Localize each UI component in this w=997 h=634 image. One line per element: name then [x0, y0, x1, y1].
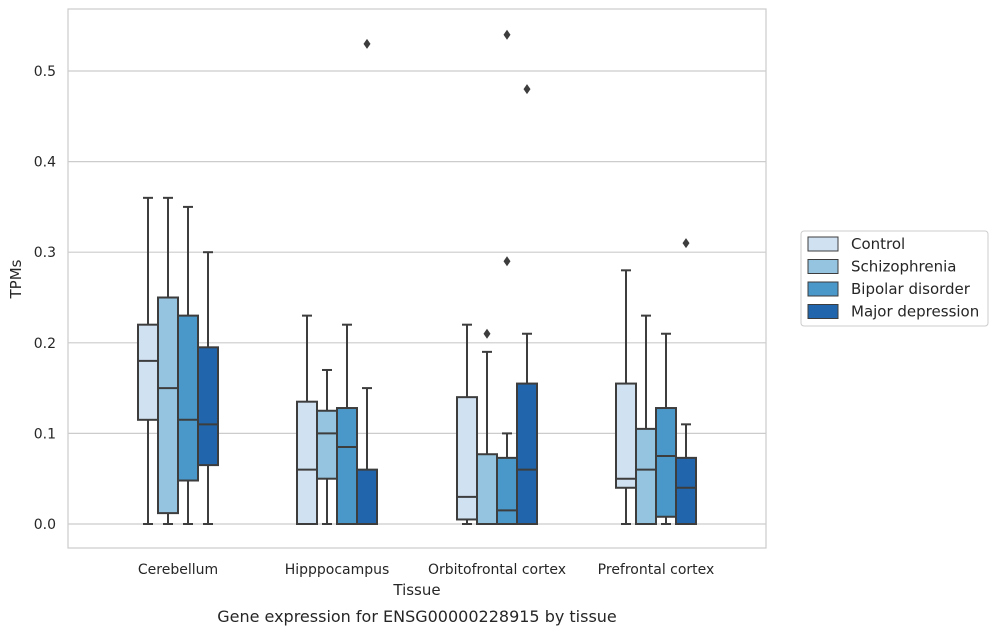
legend-label: Control: [851, 235, 905, 253]
x-axis-title: Tissue: [392, 581, 440, 599]
box-body: [356, 468, 378, 526]
legend-label: Bipolar disorder: [851, 280, 971, 298]
y-tick-label: 0.2: [34, 336, 56, 352]
legend-frame: [800, 230, 989, 327]
box-body: [157, 296, 179, 515]
x-tick-label: Hipppocampus: [285, 562, 390, 578]
legend-label: Schizophrenia: [851, 258, 956, 276]
box-2-3: [655, 332, 677, 525]
outlier-point: [523, 84, 531, 95]
y-axis-title: TPMs: [7, 259, 25, 299]
box-1-2: [476, 328, 498, 526]
y-tick-label: 0.3: [34, 245, 56, 261]
box-body: [655, 407, 677, 518]
box-2-0: [177, 205, 199, 525]
x-tick-label: Cerebellum: [138, 562, 218, 578]
box-3-2: [516, 84, 538, 525]
box-body: [496, 456, 518, 525]
x-tick-label: Prefrontal cortex: [598, 562, 715, 578]
legend-label: Major depression: [851, 303, 979, 321]
outlier-point: [483, 328, 491, 339]
y-tick-label: 0.4: [34, 155, 56, 171]
box-body: [615, 382, 637, 489]
box-body: [476, 453, 498, 526]
box-2-1: [336, 323, 358, 526]
box-body: [137, 323, 159, 421]
legend-swatch: [807, 281, 839, 297]
box-1-0: [157, 196, 179, 525]
box-0-2: [456, 323, 478, 525]
box-1-1: [316, 368, 338, 525]
outlier-point: [363, 38, 371, 49]
box-1-3: [635, 314, 657, 525]
box-0-0: [137, 196, 159, 525]
x-tick-labels: Cerebellum Hipppocampus Orbitofrontal cort…: [138, 562, 714, 578]
chart-caption: Gene expression for ENSG00000228915 by t…: [217, 607, 617, 626]
box-body: [456, 396, 478, 521]
y-tick-label: 0.5: [34, 64, 56, 80]
box-3-3: [675, 238, 697, 525]
x-tick-label: Orbitofrontal cortex: [428, 562, 566, 578]
legend-swatch: [807, 259, 839, 274]
box-0-1: [296, 314, 318, 525]
box-body: [635, 427, 657, 525]
box-3-0: [197, 251, 219, 525]
box-body: [177, 314, 199, 482]
box-body: [516, 382, 538, 525]
box-0-3: [615, 269, 637, 525]
box-body: [316, 409, 338, 480]
legend-swatch: [807, 304, 839, 319]
y-tick-label: 0.0: [34, 517, 56, 533]
outlier-point: [682, 238, 690, 249]
legend: Control Schizophrenia Bipolar disorder Majo…: [800, 230, 989, 327]
box-3-1: [356, 38, 378, 526]
plot-area-frame: [67, 8, 767, 549]
box-body: [197, 346, 219, 467]
box-body: [675, 456, 697, 525]
box-body: [296, 400, 318, 525]
box-body: [336, 407, 358, 526]
box-2-2: [496, 29, 518, 525]
boxes: [137, 29, 697, 526]
legend-swatch: [807, 236, 839, 252]
y-tick-labels: 0.0 0.1 0.2 0.3 0.4 0.5: [34, 64, 56, 533]
outlier-point: [503, 256, 511, 267]
y-tick-label: 0.1: [34, 426, 56, 442]
outlier-point: [503, 29, 511, 40]
